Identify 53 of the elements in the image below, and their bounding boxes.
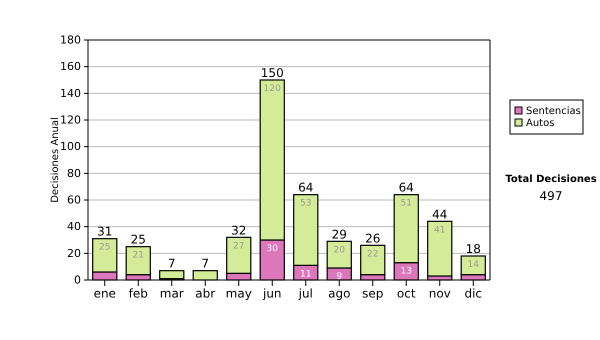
legend-label: Autos: [526, 118, 554, 129]
y-tick-label: 160: [60, 60, 81, 74]
data-label: 25: [99, 242, 110, 253]
x-tick-label: jul: [298, 286, 313, 301]
y-tick-label: 180: [60, 34, 81, 47]
y-tick-label: 100: [60, 140, 81, 154]
x-tick-label: mar: [160, 286, 184, 301]
total-label: 64: [398, 180, 414, 195]
data-label: 30: [266, 244, 278, 254]
y-tick-label: 20: [67, 246, 81, 260]
y-tick-label: 40: [67, 220, 81, 234]
y-axis-title: Decisiones Anual: [50, 117, 61, 203]
total-label: 29: [332, 227, 347, 242]
data-label: 51: [400, 198, 412, 209]
total-label: 32: [231, 223, 246, 238]
total-label: 18: [466, 242, 481, 256]
total-label: 26: [365, 231, 380, 246]
x-tick-label: abr: [195, 286, 216, 301]
data-label: 11: [300, 269, 312, 280]
data-label: 21: [132, 250, 144, 261]
y-tick-label: 120: [60, 114, 81, 127]
total-label: 150: [260, 66, 284, 80]
x-tick-label: dic: [464, 286, 482, 301]
x-tick-label: feb: [128, 286, 148, 301]
x-tick-label: ene: [94, 286, 116, 301]
text: 497: [540, 189, 562, 203]
y-tick-label: 60: [67, 194, 81, 207]
total-label: 44: [432, 207, 448, 222]
data-label: 53: [300, 198, 312, 209]
x-tick-label: may: [226, 286, 252, 301]
y-tick-label: 80: [67, 166, 81, 180]
x-tick-label: nov: [428, 286, 451, 301]
data-label: 41: [434, 225, 446, 236]
y-tick-label: 140: [60, 86, 81, 100]
total-label: 7: [201, 256, 210, 271]
x-tick-label: oct: [396, 286, 416, 301]
y-tick-label: 0: [74, 274, 81, 287]
text: Total Decisiones: [505, 174, 597, 185]
data-label: 13: [400, 266, 412, 277]
data-label: 14: [468, 260, 480, 270]
data-label: 20: [334, 245, 346, 256]
x-tick-label: ago: [328, 286, 350, 301]
legend-label: Sentencias: [526, 106, 581, 117]
x-tick-label: jun: [262, 286, 282, 301]
data-label: 120: [264, 84, 282, 94]
total-label: 64: [298, 180, 314, 195]
total-label: 25: [130, 232, 146, 247]
data-label: 27: [233, 241, 244, 252]
data-label: 22: [367, 249, 378, 260]
x-tick-label: sep: [362, 286, 384, 301]
total-label: 7: [168, 256, 176, 271]
data-label: 9: [336, 272, 342, 282]
total-label: 31: [97, 224, 112, 239]
